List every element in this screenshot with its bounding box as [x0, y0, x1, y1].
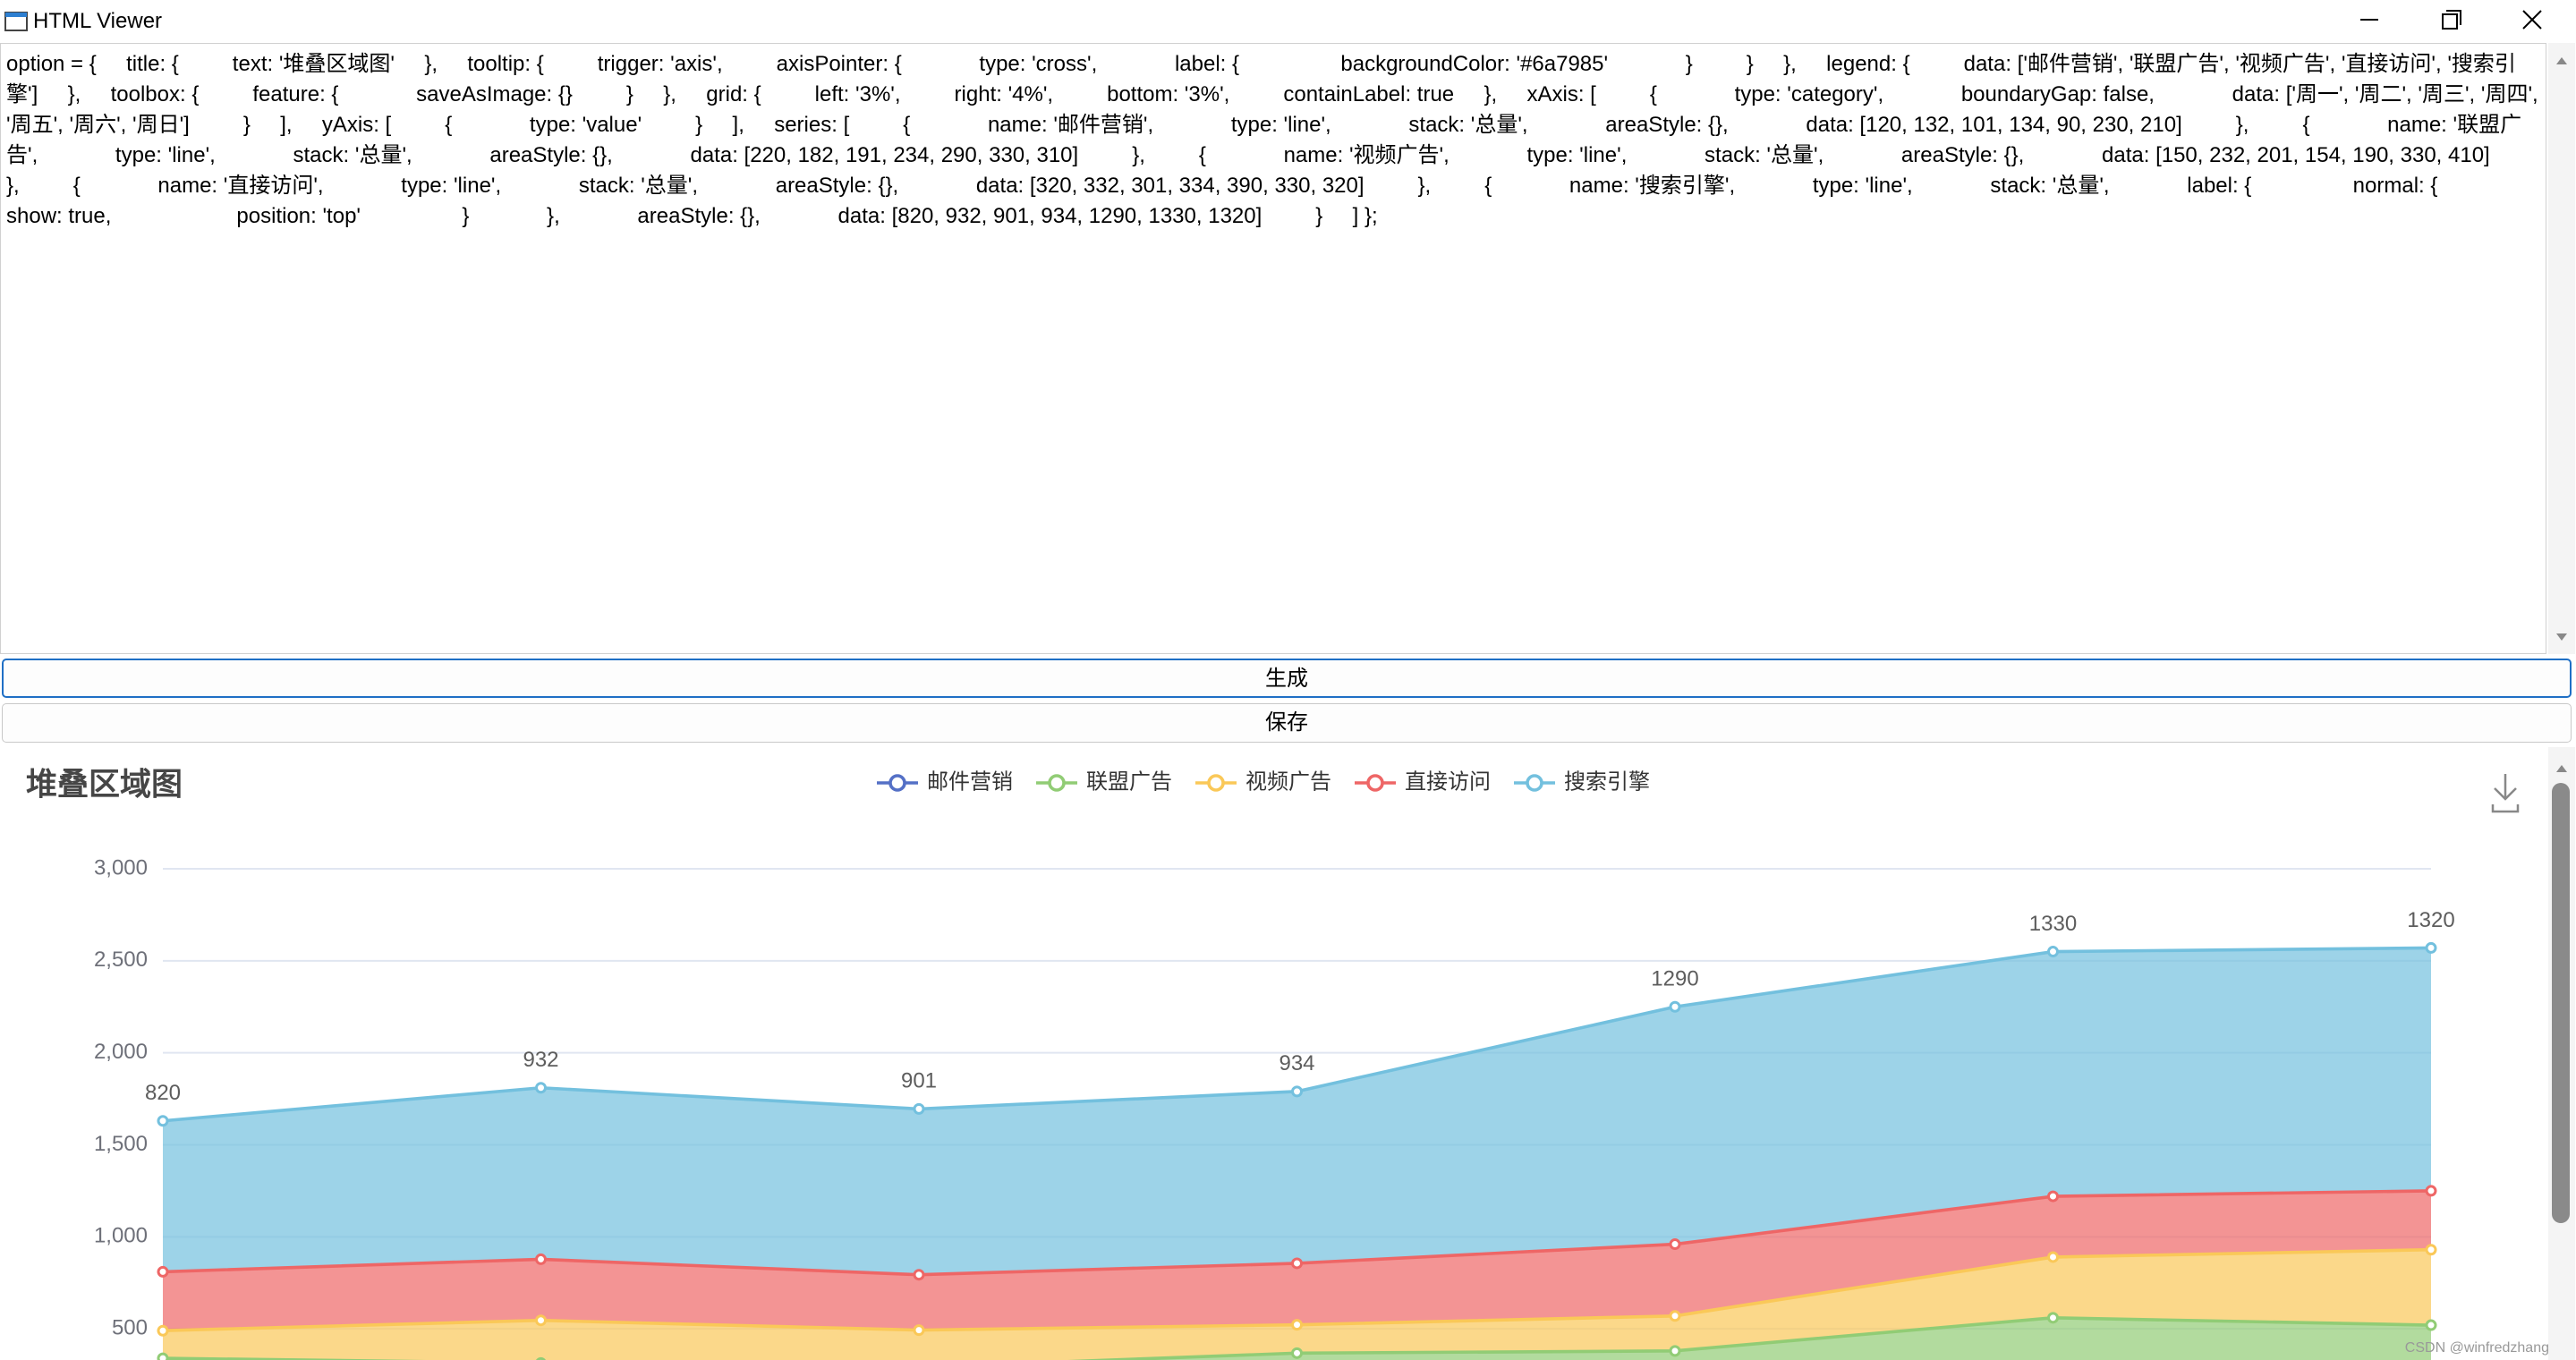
legend-item[interactable]: 直接访问 [1355, 769, 1491, 794]
y-tick-label: 1,000 [94, 1224, 148, 1248]
code-editor[interactable]: option = { title: { text: '堆叠区域图' }, too… [0, 43, 2546, 654]
data-label: 1330 [2029, 912, 2077, 936]
legend-label: 联盟广告 [1086, 769, 1172, 794]
legend-label: 视频广告 [1245, 769, 1331, 794]
y-tick-label: 2,000 [94, 1040, 148, 1064]
area [163, 1249, 2431, 1360]
y-tick-label: 3,000 [94, 855, 148, 880]
legend-item[interactable]: 视频广告 [1195, 769, 1331, 794]
point [157, 1324, 169, 1337]
chart: 堆叠区域图 500 1,000 1,500 2,000 2,500 3,000 邮件营销 联盟… [0, 747, 2576, 1360]
legend-marker [1526, 774, 1543, 792]
legend-marker [1207, 774, 1225, 792]
point [2047, 1312, 2059, 1324]
point [535, 1314, 547, 1327]
point [1291, 1347, 1303, 1359]
point [1669, 1238, 1681, 1251]
point [1291, 1085, 1303, 1098]
legend-marker [1048, 774, 1066, 792]
area [163, 1317, 2431, 1360]
y-tick-label: 2,500 [94, 948, 148, 972]
point [2047, 1190, 2059, 1203]
legend-label: 搜索引擎 [1564, 769, 1650, 794]
data-label: 1290 [1651, 967, 1698, 991]
point [535, 1082, 547, 1094]
close-button[interactable] [2522, 10, 2542, 30]
data-label: 820 [145, 1081, 181, 1105]
point [535, 1253, 547, 1265]
legend-marker [888, 774, 906, 792]
point [2425, 1244, 2437, 1256]
point [1291, 1319, 1303, 1331]
chart-scrollbar[interactable] [2548, 747, 2575, 1360]
point [2425, 941, 2437, 954]
chart-title: 堆叠区域图 [26, 767, 183, 802]
point [2425, 1319, 2437, 1331]
data-label: 934 [1279, 1051, 1314, 1075]
point [2047, 1251, 2059, 1263]
editor-scrollbar[interactable] [2548, 43, 2575, 654]
point [913, 1102, 925, 1115]
point [1669, 1000, 1681, 1013]
y-tick-label: 500 [112, 1316, 148, 1340]
y-tick-label: 1,500 [94, 1132, 148, 1156]
area [163, 948, 2431, 1275]
point [157, 1352, 169, 1360]
legend-label: 邮件营销 [927, 769, 1013, 794]
download-icon[interactable] [2491, 774, 2520, 813]
point [2425, 1185, 2437, 1197]
legend-item[interactable]: 搜索引擎 [1514, 769, 1650, 794]
app-icon [4, 12, 28, 31]
window-title: HTML Viewer [33, 9, 163, 33]
point [1291, 1257, 1303, 1270]
watermark: CSDN @winfredzhang [2404, 1340, 2549, 1356]
title-bar: HTML Viewer [0, 0, 2576, 43]
data-label: 1320 [2407, 908, 2454, 932]
point [157, 1265, 169, 1278]
generate-button[interactable]: 生成 [2, 659, 2572, 698]
data-label: 901 [901, 1069, 937, 1093]
legend-item[interactable]: 联盟广告 [1036, 769, 1172, 794]
point [913, 1269, 925, 1281]
area [163, 1190, 2431, 1331]
point [2047, 946, 2059, 958]
legend-marker [1366, 774, 1384, 792]
legend-item[interactable]: 邮件营销 [877, 769, 1013, 794]
point [913, 1324, 925, 1337]
data-label: 932 [523, 1048, 558, 1072]
point [1669, 1310, 1681, 1322]
point [157, 1115, 169, 1127]
maximize-button[interactable] [2442, 10, 2461, 30]
point [1669, 1345, 1681, 1357]
window-controls [2360, 10, 2542, 30]
save-button[interactable]: 保存 [2, 703, 2572, 743]
legend-label: 直接访问 [1405, 769, 1491, 794]
scroll-arrows [2556, 57, 2567, 641]
